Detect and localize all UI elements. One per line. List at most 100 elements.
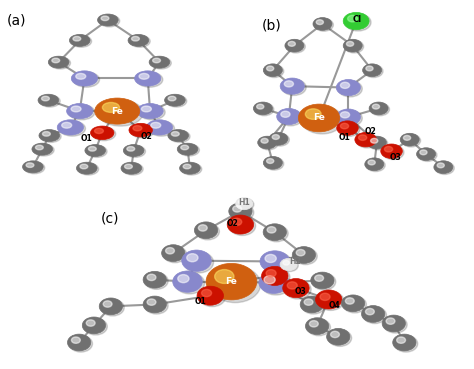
Circle shape (343, 296, 366, 313)
Circle shape (261, 138, 268, 143)
Circle shape (206, 263, 257, 300)
Circle shape (292, 246, 316, 263)
Circle shape (71, 106, 81, 112)
Circle shape (316, 290, 342, 309)
Circle shape (52, 58, 60, 63)
Circle shape (32, 143, 53, 155)
Circle shape (434, 161, 453, 173)
Circle shape (266, 159, 274, 163)
Circle shape (132, 37, 139, 41)
Circle shape (230, 204, 254, 221)
Circle shape (57, 120, 83, 135)
Circle shape (67, 103, 93, 119)
Circle shape (313, 18, 332, 30)
Circle shape (164, 246, 187, 263)
Circle shape (40, 131, 61, 142)
Circle shape (153, 58, 161, 63)
Text: O2: O2 (227, 219, 238, 228)
Circle shape (365, 158, 384, 170)
Text: O1: O1 (195, 297, 207, 306)
Circle shape (266, 270, 276, 277)
Circle shape (232, 218, 242, 225)
Circle shape (179, 144, 200, 156)
Circle shape (383, 145, 404, 159)
Circle shape (358, 135, 367, 140)
Circle shape (43, 132, 50, 136)
Text: O1: O1 (339, 133, 351, 142)
Circle shape (67, 334, 91, 351)
Text: H1: H1 (238, 198, 250, 207)
Circle shape (91, 126, 114, 139)
Circle shape (265, 255, 276, 262)
Circle shape (397, 337, 406, 343)
Circle shape (129, 123, 153, 137)
Text: (b): (b) (262, 18, 282, 32)
Circle shape (181, 163, 202, 175)
Circle shape (345, 14, 371, 31)
Circle shape (133, 125, 142, 131)
Circle shape (265, 65, 284, 77)
Circle shape (382, 315, 405, 332)
Circle shape (336, 79, 360, 96)
Circle shape (69, 105, 95, 120)
Circle shape (173, 271, 202, 292)
Circle shape (282, 259, 298, 272)
Circle shape (343, 13, 369, 30)
Circle shape (94, 128, 103, 134)
Circle shape (76, 162, 97, 174)
Circle shape (180, 162, 200, 174)
Circle shape (143, 296, 166, 313)
Circle shape (229, 203, 252, 220)
Circle shape (330, 331, 339, 338)
Circle shape (139, 105, 165, 120)
Circle shape (373, 104, 380, 109)
Circle shape (371, 103, 390, 116)
Circle shape (338, 110, 362, 127)
Circle shape (80, 164, 88, 169)
Circle shape (288, 41, 295, 46)
Circle shape (347, 15, 357, 22)
Circle shape (129, 35, 150, 47)
Circle shape (197, 286, 224, 305)
Circle shape (92, 127, 116, 141)
Circle shape (39, 95, 60, 107)
Circle shape (285, 39, 304, 52)
Circle shape (98, 100, 143, 126)
Circle shape (316, 20, 323, 25)
Circle shape (363, 307, 386, 324)
Circle shape (355, 132, 376, 147)
Circle shape (42, 96, 49, 101)
Circle shape (258, 136, 277, 149)
Circle shape (141, 106, 151, 112)
Circle shape (260, 251, 290, 272)
Circle shape (149, 56, 170, 68)
Circle shape (73, 37, 81, 41)
Circle shape (277, 108, 301, 125)
Circle shape (238, 200, 245, 204)
Circle shape (417, 148, 436, 161)
Circle shape (236, 197, 253, 210)
Circle shape (166, 95, 187, 107)
Circle shape (281, 111, 290, 117)
Circle shape (125, 164, 132, 169)
Circle shape (172, 132, 179, 136)
Circle shape (69, 34, 90, 46)
Circle shape (312, 273, 336, 290)
Circle shape (302, 297, 325, 314)
Circle shape (262, 266, 288, 286)
Circle shape (401, 134, 420, 147)
Circle shape (194, 222, 218, 239)
Circle shape (82, 317, 106, 334)
Text: H2: H2 (289, 257, 301, 266)
Text: Fe: Fe (111, 107, 123, 115)
Text: (a): (a) (7, 13, 27, 27)
Circle shape (99, 15, 120, 27)
Circle shape (71, 35, 91, 47)
Circle shape (137, 72, 163, 87)
Circle shape (314, 18, 333, 31)
Circle shape (36, 145, 43, 150)
Circle shape (345, 40, 364, 53)
Circle shape (384, 146, 392, 152)
Circle shape (420, 150, 427, 155)
Text: Cl: Cl (353, 15, 362, 24)
